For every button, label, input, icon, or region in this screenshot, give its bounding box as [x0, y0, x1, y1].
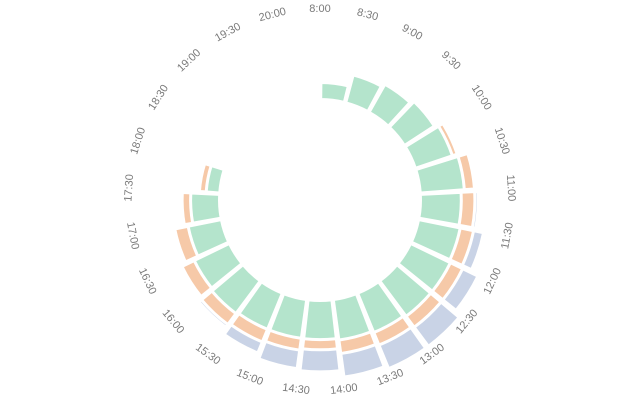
chart-segments — [174, 74, 485, 378]
tick-label-10-30: 10:30 — [492, 126, 512, 156]
segment-10-30-series-1 — [415, 155, 465, 194]
segment-12-00-series-1 — [397, 242, 452, 292]
tick-label-12-30: 12:30 — [454, 307, 481, 336]
segment-9-30-series-1 — [388, 100, 436, 147]
tick-label-8-30: 8:30 — [356, 6, 380, 23]
segment-15-30-series-3 — [198, 299, 229, 328]
segment-11-30-series-2 — [449, 227, 475, 267]
segment-15-30-series-2 — [200, 290, 237, 326]
segment-11-30-series-3 — [461, 230, 485, 271]
segment-10-30-series-2 — [457, 152, 476, 191]
segment-10-00-series-1 — [404, 125, 454, 169]
tick-label-16-30: 16:30 — [136, 266, 159, 296]
segment-14-30-series-2 — [264, 329, 302, 351]
segment-12-00-series-3 — [442, 267, 479, 312]
segment-10-00-series-2 — [437, 122, 458, 157]
tick-label-14-00: 14:00 — [330, 382, 359, 397]
segment-11-00-series-2 — [458, 191, 476, 229]
tick-label-14-30: 14:30 — [282, 382, 311, 397]
segment-12-30-series-2 — [405, 292, 442, 328]
tick-label-18-30: 18:30 — [146, 83, 171, 113]
segment-14-30-series-1 — [269, 293, 308, 339]
segment-13-00-series-2 — [373, 315, 412, 346]
segment-13-30-series-3 — [340, 343, 385, 378]
segment-8-00-series-1 — [320, 81, 349, 104]
segment-17-00-series-1 — [190, 192, 222, 224]
tick-label-16-00: 16:00 — [160, 307, 187, 336]
tick-label-17-30: 17:30 — [122, 174, 136, 202]
tick-label-19-30: 19:30 — [213, 21, 243, 45]
segment-12-30-series-1 — [378, 263, 432, 318]
tick-label-9-30: 9:30 — [439, 49, 463, 72]
segment-14-00-series-2 — [301, 338, 339, 351]
segment-13-00-series-1 — [357, 281, 404, 334]
segment-12-00-series-2 — [431, 262, 464, 301]
segment-13-30-series-1 — [332, 293, 372, 341]
tick-label-8-00: 8:00 — [309, 3, 330, 15]
tick-label-20-00: 20:00 — [258, 6, 288, 24]
segment-15-00-series-3 — [223, 324, 264, 354]
segment-11-00-series-1 — [418, 191, 462, 226]
segment-14-30-series-3 — [258, 340, 301, 370]
segment-13-00-series-3 — [378, 326, 427, 370]
segment-15-00-series-2 — [230, 312, 269, 343]
segment-16-00-series-1 — [193, 242, 243, 289]
segment-14-00-series-1 — [303, 299, 337, 341]
segment-17-30-series-1 — [205, 164, 225, 194]
tick-label-10-00: 10:00 — [469, 83, 494, 113]
tick-label-12-00: 12:00 — [481, 266, 504, 296]
segment-16-30-series-1 — [187, 218, 230, 257]
tick-label-11-00: 11:00 — [504, 174, 518, 201]
tick-label-17-00: 17:00 — [124, 221, 141, 250]
tick-label-19-00: 19:00 — [175, 47, 203, 75]
segment-15-00-series-1 — [238, 281, 283, 331]
tick-label-11-30: 11:30 — [499, 222, 516, 250]
segment-17-30-series-2 — [198, 162, 212, 193]
tick-label-15-30: 15:30 — [193, 342, 222, 368]
tick-label-9-00: 9:00 — [400, 22, 425, 43]
segment-9-00-series-1 — [368, 83, 411, 127]
segment-17-00-series-2 — [181, 191, 194, 226]
segment-12-30-series-3 — [413, 301, 460, 348]
tick-label-15-00: 15:00 — [235, 367, 265, 388]
segment-16-00-series-2 — [181, 259, 213, 298]
segment-11-00-series-3 — [471, 190, 479, 229]
segment-8-30-series-1 — [345, 74, 383, 113]
segment-14-00-series-3 — [299, 348, 341, 373]
segment-11-30-series-1 — [410, 218, 461, 261]
tick-label-18-00: 18:00 — [128, 126, 148, 156]
segment-16-30-series-2 — [174, 225, 199, 263]
segment-15-30-series-1 — [211, 263, 262, 315]
segment-13-30-series-2 — [338, 331, 377, 355]
tick-label-13-30: 13:30 — [375, 367, 405, 388]
